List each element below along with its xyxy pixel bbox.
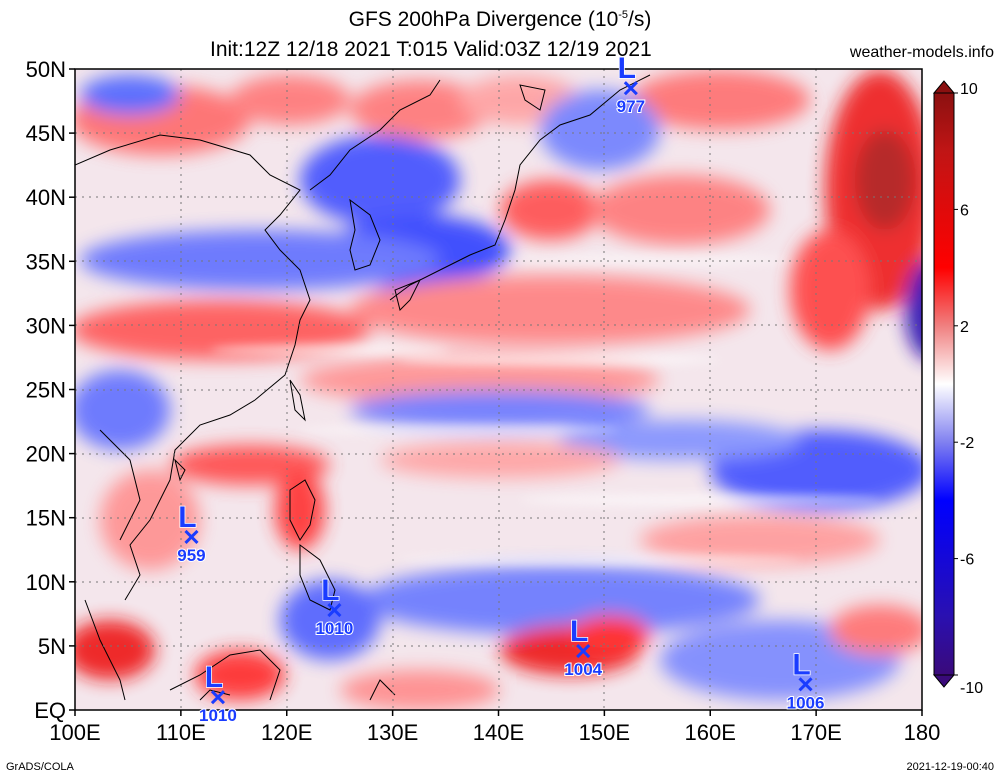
lat-label: 45N [26, 121, 66, 146]
low-x-mark [576, 643, 591, 659]
low-pressure: 1006 [787, 693, 825, 712]
low-pressure: 1010 [199, 706, 237, 725]
lat-label: 25N [26, 378, 66, 403]
lon-label: 120E [261, 720, 312, 745]
colorbar-label: -6 [960, 552, 974, 569]
lat-label: 20N [26, 442, 66, 467]
low-letter: L [321, 574, 339, 607]
lon-label: 170E [790, 720, 841, 745]
colorbar-label: 10 [960, 81, 978, 98]
footer-software: GrADS/COLA [6, 761, 74, 773]
site-credit: weather-models.info [849, 44, 994, 61]
low-letter: L [618, 52, 636, 85]
lat-label: 30N [26, 313, 66, 338]
lon-label: 140E [473, 720, 524, 745]
colorbar-label: 6 [960, 202, 969, 219]
low-x-mark [184, 529, 199, 544]
colorbar-gradient [933, 92, 955, 676]
low-marker: L 1006 [786, 648, 826, 714]
longitude-axis: 100E 110E 120E 130E 140E 150E 160E 170E 180 [49, 710, 940, 745]
lat-label: 10N [26, 570, 66, 595]
colorbar-bottom-cap [932, 674, 956, 688]
colorbar-label: -2 [960, 435, 974, 452]
lon-label: 110E [156, 720, 206, 745]
lon-label: 100E [49, 720, 100, 745]
low-letter: L [792, 648, 810, 681]
low-letter: L [178, 501, 196, 534]
low-marker: L 1010 [198, 660, 238, 726]
lat-label: 5N [38, 634, 66, 659]
low-pressure: 977 [617, 97, 645, 116]
divergence-field [75, 69, 922, 710]
lon-label: 150E [579, 720, 630, 745]
lat-label: 35N [26, 249, 66, 274]
low-marker: L 959 [176, 500, 206, 566]
lat-label: EQ [34, 698, 66, 723]
low-marker: L 1010 [314, 573, 354, 639]
low-letter: L [205, 661, 223, 694]
low-letter: L [570, 615, 588, 648]
lon-label: 180 [904, 720, 941, 745]
low-pressure: 959 [177, 546, 205, 565]
lon-label: 160E [685, 720, 736, 745]
footer-timestamp: 2021-12-19-00:40 [906, 761, 994, 773]
low-marker: L 977 [616, 51, 646, 117]
coastlines [75, 74, 651, 701]
low-pressure-markers: L 977 L 959 L 1010 L 1004 L 1010 L 1006 [176, 51, 826, 726]
latitude-axis: 50N 45N 40N 35N 30N 25N 20N 15N 10N 5N EQ [26, 57, 75, 723]
chart-subtitle: Init:12Z 12/18 2021 T:015 Valid:03Z 12/1… [210, 38, 652, 61]
low-pressure: 1010 [315, 619, 353, 638]
lat-label: 40N [26, 185, 66, 210]
gridlines [75, 69, 922, 710]
low-x-mark [623, 81, 638, 96]
colorbar-label: -10 [960, 680, 983, 697]
colorbar-label: 2 [960, 319, 969, 336]
low-x-mark [798, 677, 813, 692]
chart-title: GFS 200hPa Divergence (10-5/s) [348, 8, 652, 31]
low-pressure: 1004 [564, 660, 602, 679]
lat-label: 15N [26, 506, 66, 531]
lat-label: 50N [26, 57, 66, 82]
low-marker: L 1004 [563, 614, 603, 680]
lon-label: 130E [367, 720, 418, 745]
colorbar: 10 6 2 -2 -6 -10 [932, 80, 983, 697]
low-x-mark [210, 690, 225, 705]
low-x-mark [327, 602, 342, 618]
colorbar-top-cap [932, 80, 956, 94]
